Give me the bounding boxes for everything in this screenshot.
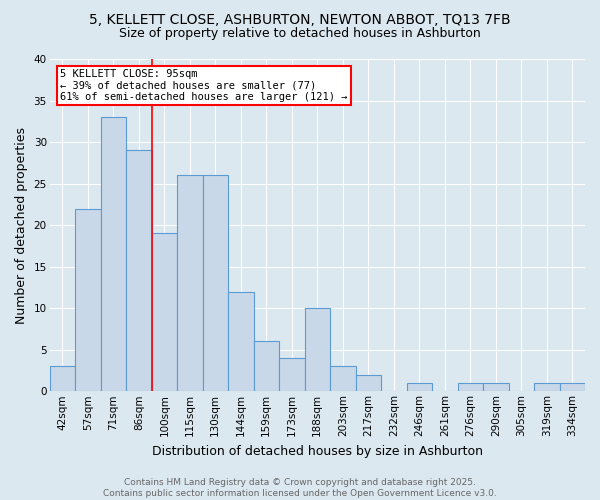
Text: Contains HM Land Registry data © Crown copyright and database right 2025.
Contai: Contains HM Land Registry data © Crown c… xyxy=(103,478,497,498)
Text: 5, KELLETT CLOSE, ASHBURTON, NEWTON ABBOT, TQ13 7FB: 5, KELLETT CLOSE, ASHBURTON, NEWTON ABBO… xyxy=(89,12,511,26)
Bar xyxy=(534,383,560,392)
Bar xyxy=(152,234,177,392)
Bar xyxy=(279,358,305,392)
Text: 5 KELLETT CLOSE: 95sqm
← 39% of detached houses are smaller (77)
61% of semi-det: 5 KELLETT CLOSE: 95sqm ← 39% of detached… xyxy=(60,69,348,102)
Bar xyxy=(407,383,432,392)
Bar xyxy=(483,383,509,392)
Bar xyxy=(458,383,483,392)
Bar xyxy=(330,366,356,392)
Y-axis label: Number of detached properties: Number of detached properties xyxy=(15,126,28,324)
Bar xyxy=(126,150,152,392)
Bar xyxy=(50,366,75,392)
Bar xyxy=(560,383,585,392)
Bar xyxy=(228,292,254,392)
Bar xyxy=(101,117,126,392)
Bar xyxy=(356,374,381,392)
Bar xyxy=(203,176,228,392)
Bar xyxy=(305,308,330,392)
Bar xyxy=(254,342,279,392)
Text: Size of property relative to detached houses in Ashburton: Size of property relative to detached ho… xyxy=(119,28,481,40)
Bar xyxy=(75,208,101,392)
X-axis label: Distribution of detached houses by size in Ashburton: Distribution of detached houses by size … xyxy=(152,444,483,458)
Bar xyxy=(177,176,203,392)
